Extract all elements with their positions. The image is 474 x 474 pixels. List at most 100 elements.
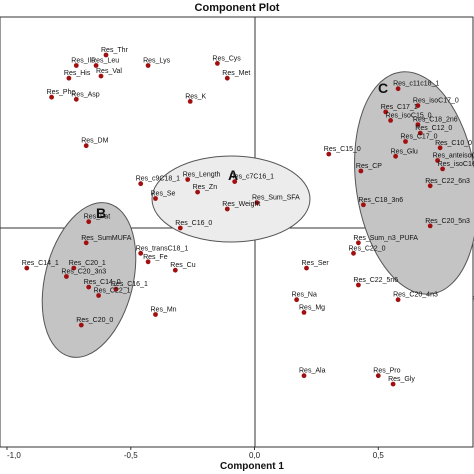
group-label-b: B [96, 205, 106, 221]
data-point [96, 293, 101, 298]
point-label: Res_Sum_n3_PUFA [353, 235, 418, 242]
point-label: Res_C20_3n3 [61, 269, 106, 276]
data-point [351, 250, 356, 256]
point-label: Res_Cys [212, 55, 241, 62]
chart-title: Component Plot [195, 2, 280, 14]
point-label: Res_Met [222, 70, 250, 77]
x-ticks: -1,0-0,50,00,51,0 [6, 447, 385, 460]
point-label: Res_C22_5n6 [353, 277, 398, 284]
point-label: Res_Sum_SFA [252, 195, 300, 202]
point-label: Res_Ala [299, 368, 326, 375]
data-point [73, 63, 79, 68]
data-point [437, 145, 443, 151]
data-point [138, 181, 144, 187]
point-label: Res_Arg [472, 296, 474, 303]
point-label: Res_Mg [299, 304, 325, 311]
point-label: Res_c7C16_1 [230, 174, 274, 181]
data-point [49, 94, 54, 100]
data-point [232, 179, 238, 185]
point-label: Res_C17_0 [401, 134, 438, 141]
point-label: Res_C20_0 [76, 317, 113, 324]
point-label: Res_Asp [71, 91, 100, 98]
point-label: Res_Leu [91, 58, 119, 65]
point-label: Res_isoC17_0 [413, 98, 459, 105]
point-label: Res_Lys [143, 58, 170, 65]
data-point [103, 52, 109, 58]
data-point [215, 61, 220, 66]
data-point [86, 219, 92, 225]
point-label: Res_C18_2n6 [413, 117, 458, 124]
data-point [78, 322, 84, 328]
data-point [145, 259, 151, 265]
point-label: Res_C10_0 [435, 140, 472, 147]
data-point [83, 240, 89, 246]
point-label: Res_Pro [373, 368, 400, 375]
point-label: Res_C22_0 [349, 245, 386, 252]
point-label: Res_C20_4n3 [393, 292, 438, 299]
data-point [93, 63, 99, 68]
point-label: Res_Ile [71, 58, 95, 65]
data-point [395, 297, 401, 303]
data-point [195, 189, 201, 195]
data-point [24, 265, 30, 271]
data-point [153, 312, 158, 317]
data-point [187, 99, 193, 104]
data-point [138, 250, 144, 256]
data-point [415, 122, 421, 127]
data-point [361, 202, 366, 208]
point-label: Res_isoC16_0 [438, 161, 474, 168]
data-point [86, 284, 92, 290]
data-point [145, 63, 151, 68]
point-label: Res_C22_6n3 [425, 178, 470, 185]
x-tick-label: -0,5 [124, 451, 138, 460]
data-point [73, 96, 79, 102]
data-point [403, 139, 408, 144]
point-label: Res_Fat [84, 214, 111, 221]
point-label: Res_Gly [388, 376, 415, 383]
data-point [393, 153, 398, 159]
data-point [254, 200, 260, 206]
point-label: Res_Mn [151, 307, 177, 314]
data-point [294, 297, 299, 303]
point-label: Res_CP [356, 163, 382, 170]
point-label: Res_Val [96, 68, 122, 75]
data-point [177, 225, 183, 231]
data-point [98, 73, 104, 79]
point-label: Res_C12_0 [415, 125, 452, 132]
data-point [83, 143, 89, 149]
point-label: Res_transC18_1 [136, 245, 189, 252]
data-point [356, 240, 361, 246]
group-label-a: A [228, 167, 238, 183]
point-label: Res_c9C18_1 [136, 176, 180, 183]
point-label: Res_C20_1 [69, 260, 106, 267]
point-label: Res_C22_1 [94, 288, 131, 295]
group-label-c: C [378, 80, 388, 96]
point-label: Res_K [185, 93, 206, 100]
data-point [427, 223, 433, 229]
data-point [224, 206, 230, 212]
point-label: Res_C17_1 [381, 104, 418, 111]
point-label: Res_C15_0 [324, 146, 361, 153]
data-point [395, 86, 401, 92]
group-ellipse-b [41, 202, 137, 358]
data-point [304, 265, 309, 271]
x-tick-label: 0,5 [373, 451, 385, 460]
data-point [427, 183, 433, 189]
data-point [440, 166, 445, 172]
data-point [153, 196, 158, 201]
data-point [375, 373, 381, 379]
point-label: Res_C18_3n6 [358, 197, 403, 204]
point-label: Res_Se [151, 191, 176, 198]
point-label: Res_C16_1 [111, 281, 148, 288]
x-axis-title: Component 1 [220, 461, 284, 472]
point-label: Res_Zn [193, 184, 218, 191]
point-label: Res_SumMUFA [81, 235, 132, 242]
data-point [224, 75, 230, 81]
data-point [415, 103, 421, 108]
point-label: Res_His [64, 70, 91, 77]
point-label: Res_C14_1 [22, 260, 59, 267]
data-point [301, 310, 307, 315]
data-point [113, 286, 119, 292]
